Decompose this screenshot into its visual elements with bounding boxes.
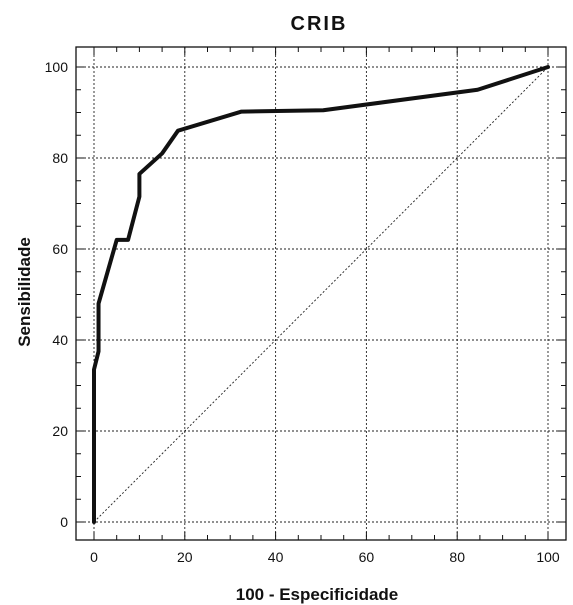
y-tick-label-60: 60 (52, 241, 68, 257)
text-layer: CRIB 100 - Especificidade Sensibilidade … (15, 13, 560, 604)
curve-layer (92, 65, 550, 524)
x-tick-label-100: 100 (536, 549, 560, 565)
diagonal-layer (93, 66, 549, 523)
x-tick-label-40: 40 (268, 549, 284, 565)
x-tick-label-60: 60 (359, 549, 375, 565)
roc-curve-line (92, 65, 550, 524)
x-tick-label-20: 20 (177, 549, 193, 565)
axis-layer (75, 46, 567, 541)
x-tick-label-80: 80 (449, 549, 465, 565)
y-tick-label-0: 0 (60, 514, 68, 530)
y-tick-label-20: 20 (52, 423, 68, 439)
x-tick-label-0: 0 (90, 549, 98, 565)
y-tick-label-40: 40 (52, 332, 68, 348)
chart-title: CRIB (291, 13, 348, 35)
reference-diagonal-line (93, 66, 549, 523)
y-tick-label-100: 100 (45, 59, 69, 75)
x-axis-label: 100 - Especificidade (236, 585, 399, 604)
y-axis-label: Sensibilidade (15, 237, 34, 347)
y-tick-label-80: 80 (52, 150, 68, 166)
